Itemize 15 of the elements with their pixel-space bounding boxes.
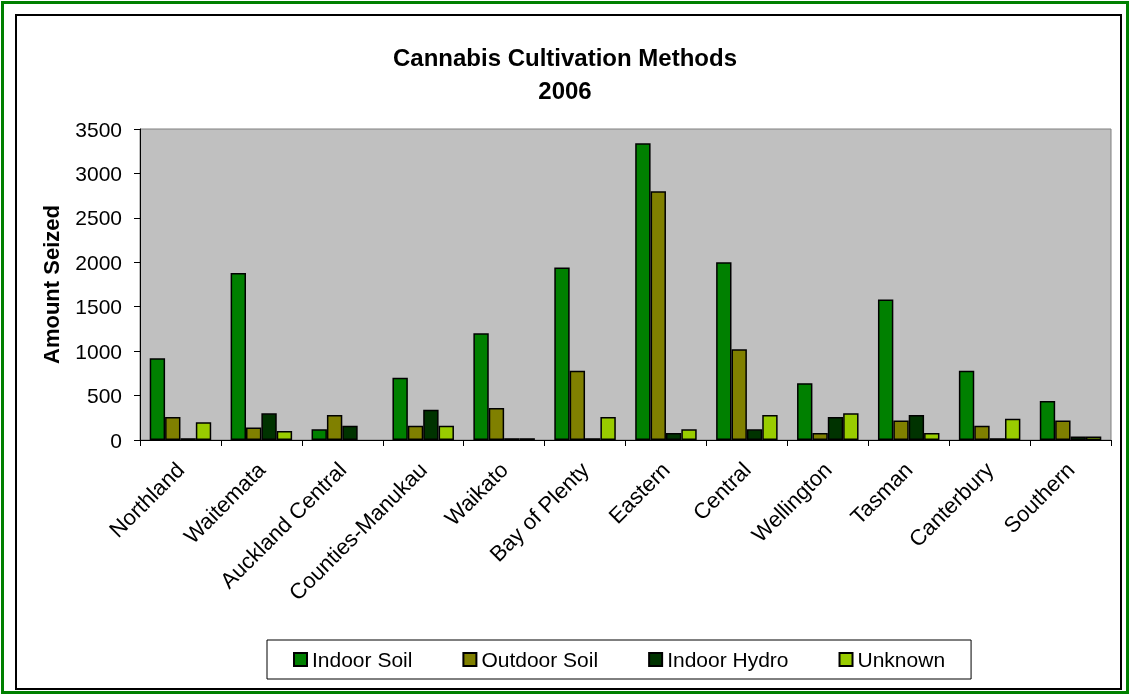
chart-title: Cannabis Cultivation Methods (392, 43, 738, 71)
y-tick-label: 3500 (75, 117, 122, 141)
legend-label: Outdoor Soil (481, 648, 599, 671)
legend-label: Indoor Hydro (667, 648, 789, 671)
chart-subtitle: 2006 (538, 76, 592, 104)
y-axis-title: Amount Seized (38, 205, 64, 364)
y-tick-label: 2000 (75, 250, 122, 274)
legend-label: Indoor Soil (312, 648, 413, 671)
y-tick-label: 3000 (75, 161, 122, 185)
y-tick-label: 1500 (75, 295, 122, 319)
legend-label: Unknown (857, 648, 946, 671)
y-tick-label: 500 (86, 384, 122, 408)
y-tick-label: 0 (110, 428, 122, 452)
y-tick-label: 2500 (75, 206, 122, 230)
y-tick-label: 1000 (75, 339, 122, 363)
